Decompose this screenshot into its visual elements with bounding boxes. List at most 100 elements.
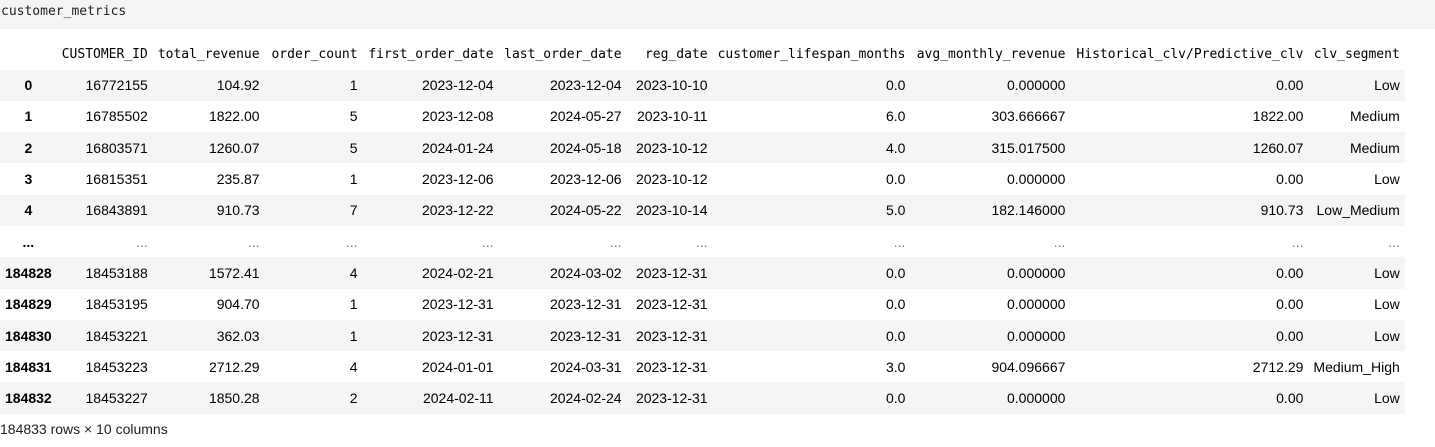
code-cell[interactable]: customer_metrics [0,0,1435,29]
table-cell: 5.0 [885,202,906,219]
ellipsis-cell: ... [1388,233,1400,250]
column-header: reg_date [626,40,713,70]
table-cell: 0.000000 [1007,390,1066,407]
table-cell: 2023-12-31 [635,390,708,407]
table-cell: 2 [349,390,358,407]
table-cell: Low [1374,77,1400,94]
ellipsis-cell: ... [345,233,358,250]
table-cell: 2023-12-31 [421,327,494,344]
table-cell: 18453188 [85,264,148,281]
table-cell: 0.00 [1276,171,1304,188]
table-cell: 2024-02-11 [422,390,494,407]
ellipsis-cell: ... [481,233,494,250]
table-cell: 2024-02-21 [421,264,494,281]
table-cell: 1 [349,77,358,94]
index-header [0,40,57,70]
table-row: 0 16772155 104.92 1 2023-12-04 2023-12-0… [0,69,1405,101]
table-cell: 0.00 [1276,327,1304,344]
table-cell: 2023-12-31 [635,327,708,344]
table-cell: 0.0 [885,296,906,313]
table-cell: 1822.00 [208,108,260,125]
ellipsis-cell: ... [136,233,148,250]
table-cell: 2712.29 [208,358,260,375]
table-cell: 1 [349,327,358,344]
column-header: last_order_date [498,40,627,70]
table-cell: 2023-12-31 [635,358,708,375]
table-row: 4 16843891 910.73 7 2023-12-22 2024-05-2… [0,194,1405,226]
table-cell: 0.0 [885,327,906,344]
row-index: 184828 [5,264,52,281]
row-index: 184831 [5,358,52,375]
table-cell: 16803571 [85,139,148,156]
table-cell: 2024-05-27 [549,108,622,125]
table-cell: 7 [349,202,358,219]
table-cell: 104.92 [216,77,260,94]
column-header: order_count [264,40,363,70]
table-cell: 315.017500 [991,139,1066,156]
row-index: 184830 [5,327,52,344]
table-cell: 2023-12-06 [549,171,622,188]
table-cell: 2023-10-11 [636,108,708,125]
table-cell: 2023-12-22 [421,202,494,219]
table-cell: 3.0 [885,358,906,375]
table-header-row: CUSTOMER_ID total_revenue order_count fi… [0,40,1405,70]
row-index: 1 [24,108,33,125]
table-cell: 904.096667 [991,358,1066,375]
row-index: 3 [24,171,33,188]
column-header: clv_segment [1308,40,1405,70]
table-cell: 0.000000 [1007,327,1066,344]
table-row: 184829 18453195 904.70 1 2023-12-31 2023… [0,289,1405,320]
table-cell: 0.00 [1276,390,1304,407]
table-cell: 16772155 [85,77,148,94]
row-index: 0 [24,77,33,94]
table-cell: Low [1374,264,1400,281]
dataframe-output: CUSTOMER_ID total_revenue order_count fi… [0,40,1405,414]
table-cell: 0.0 [885,77,906,94]
column-header: avg_monthly_revenue [910,40,1071,70]
row-index: 184832 [5,390,52,407]
table-cell: 1572.41 [208,264,260,281]
table-cell: 6.0 [885,108,906,125]
table-cell: 2023-12-06 [421,171,494,188]
table-cell: 2023-12-31 [549,327,622,344]
table-cell: 16815351 [85,171,148,188]
table-cell: 1260.07 [1252,139,1304,156]
table-cell: 2023-12-04 [549,77,622,94]
table-cell: 1260.07 [208,139,260,156]
column-header: customer_lifespan_months [712,40,911,70]
table-cell: 0.000000 [1007,77,1066,94]
table-cell: 2024-05-18 [549,139,622,156]
row-index: ... [22,233,35,250]
table-cell: 18453223 [85,358,148,375]
table-cell: 18453221 [85,327,148,344]
ellipsis-row: ... ... ... ... ... ... ... ... ... ... … [0,226,1405,257]
table-cell: 1822.00 [1252,108,1304,125]
table-cell: Low [1374,171,1400,188]
table-cell: 2024-01-24 [421,139,494,156]
dataframe-shape: 184833 rows × 10 columns [0,421,168,437]
table-cell: 0.0 [885,390,906,407]
table-cell: 2023-10-12 [635,171,708,188]
table-cell: 0.000000 [1007,171,1066,188]
table-cell: 18453227 [85,390,148,407]
table-cell: 4.0 [885,139,906,156]
table-cell: 2024-03-31 [549,358,622,375]
table-cell: 16785502 [85,108,148,125]
table-cell: Low [1374,327,1400,344]
table-cell: 2712.29 [1252,358,1304,375]
table-cell: 910.73 [1260,202,1304,219]
table-cell: 2023-12-31 [635,264,708,281]
table-cell: 2023-12-31 [549,296,622,313]
column-header: total_revenue [152,40,265,70]
table-cell: 182.146000 [991,202,1066,219]
column-header: first_order_date [362,40,499,70]
table-cell: Low [1374,296,1400,313]
dataframe-table: CUSTOMER_ID total_revenue order_count fi… [0,40,1405,414]
table-cell: 0.0 [885,171,906,188]
table-cell: Medium [1349,139,1400,156]
table-cell: 904.70 [216,296,260,313]
column-header: CUSTOMER_ID [56,40,153,70]
table-row: 184830 18453221 362.03 1 2023-12-31 2023… [0,319,1405,352]
table-cell: 1850.28 [208,390,260,407]
row-index: 2 [24,139,33,156]
